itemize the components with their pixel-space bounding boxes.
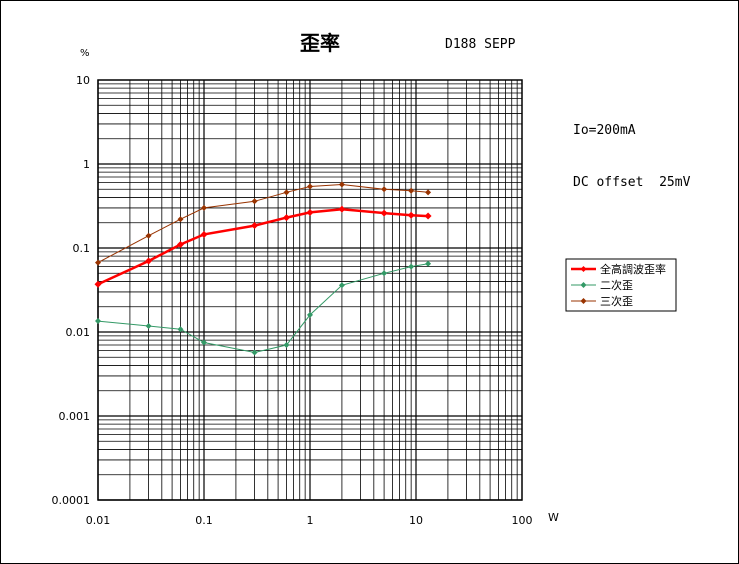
data-point	[176, 241, 184, 249]
y-tick-label: 0.001	[59, 410, 91, 423]
series-layer	[94, 181, 432, 356]
data-point	[381, 186, 388, 193]
data-point	[424, 212, 432, 220]
data-point	[338, 282, 345, 289]
data-point	[145, 232, 152, 239]
y-tick-label: 1	[83, 158, 90, 171]
data-point	[201, 339, 207, 346]
data-point	[251, 222, 259, 230]
data-point	[200, 230, 208, 238]
annotation-dc-offset: DC offset 25mV	[573, 175, 691, 190]
data-point	[177, 216, 184, 223]
legend-label: 三次歪	[600, 294, 633, 308]
data-point	[408, 187, 415, 194]
y-tick-label: 10	[76, 74, 90, 87]
data-point	[145, 257, 153, 265]
data-point	[283, 189, 290, 196]
x-tick-label: 100	[512, 514, 533, 527]
data-point	[306, 208, 314, 216]
data-point	[307, 311, 313, 318]
data-point	[338, 205, 346, 213]
y-axis-unit: %	[80, 48, 90, 59]
legend-marker	[580, 282, 587, 288]
data-point	[177, 326, 184, 333]
y-tick-label: 0.01	[66, 326, 91, 339]
data-point	[94, 280, 102, 288]
data-point	[407, 211, 415, 219]
data-point	[201, 204, 207, 211]
y-tick-labels: 0.0001 0.001 0.01 0.1 1 10	[52, 74, 91, 507]
data-point	[425, 189, 432, 196]
data-point	[381, 270, 388, 277]
annotation-io: Io=200mA	[573, 123, 636, 138]
x-tick-label: 1	[307, 514, 314, 527]
data-point	[251, 349, 258, 356]
x-axis-unit: W	[548, 511, 559, 524]
y-tick-label: 0.1	[73, 242, 91, 255]
x-tick-label: 0.1	[195, 514, 213, 527]
data-point	[283, 342, 290, 349]
data-point	[338, 181, 345, 188]
y-tick-label: 0.0001	[52, 494, 91, 507]
data-point	[95, 318, 101, 325]
series-line	[97, 263, 429, 354]
data-point	[282, 214, 290, 222]
chart-title: 歪率	[300, 31, 340, 55]
data-point	[251, 198, 258, 205]
chart-subtitle: D188 SEPP	[445, 37, 516, 52]
data-point	[145, 322, 152, 329]
x-tick-label: 10	[409, 514, 423, 527]
plot-area	[97, 79, 523, 501]
legend-marker	[580, 266, 587, 272]
data-point	[307, 183, 313, 190]
legend-label: 二次歪	[600, 278, 633, 292]
plot-grid	[97, 80, 522, 501]
legend-marker	[580, 298, 587, 304]
x-tick-labels: 0.01 0.1 1 10 100	[86, 514, 533, 527]
data-point	[425, 260, 432, 267]
data-point	[95, 259, 101, 266]
legend-label: 全高調波歪率	[600, 262, 666, 276]
data-point	[380, 209, 388, 217]
data-point	[408, 263, 415, 270]
x-tick-label: 0.01	[86, 514, 111, 527]
